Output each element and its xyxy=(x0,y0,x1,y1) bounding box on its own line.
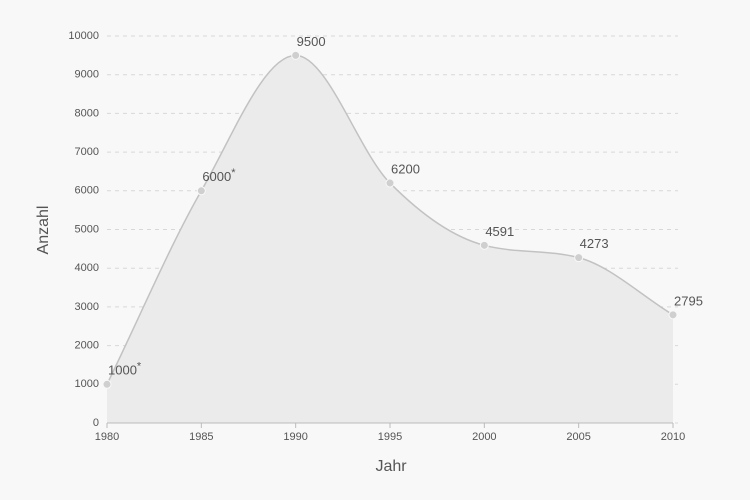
y-tick-label: 8000 xyxy=(75,107,99,119)
data-point xyxy=(385,178,395,188)
x-tick-label: 2010 xyxy=(661,431,685,443)
data-point xyxy=(668,310,678,320)
y-tick-label: 5000 xyxy=(75,223,99,235)
y-tick-label: 4000 xyxy=(75,262,99,274)
x-tick-label: 1990 xyxy=(283,431,307,443)
data-point xyxy=(574,253,584,263)
y-tick-label: 10000 xyxy=(68,30,99,42)
area xyxy=(107,55,673,423)
data-label: 4591 xyxy=(485,224,514,239)
line xyxy=(106,54,674,385)
x-tick-label: 2005 xyxy=(566,431,590,443)
y-tick-label: 7000 xyxy=(75,146,99,158)
y-tick-label: 9000 xyxy=(75,69,99,81)
x-tick-label: 1985 xyxy=(189,431,213,443)
data-label: 6200 xyxy=(391,161,420,176)
x-tick-label: 1995 xyxy=(378,431,402,443)
data-point xyxy=(196,186,206,196)
x-axis-title: Jahr xyxy=(375,458,407,475)
y-tick-label: 2000 xyxy=(75,340,99,352)
data-point xyxy=(479,240,489,250)
x-tick-label: 1980 xyxy=(95,431,119,443)
y-tick-label: 6000 xyxy=(75,185,99,197)
x-tick-label: 2000 xyxy=(472,431,496,443)
data-label: 1000* xyxy=(108,360,142,378)
data-label: 6000* xyxy=(202,167,236,185)
data-point xyxy=(102,379,112,389)
y-axis-title: Anzahl xyxy=(35,206,52,255)
y-tick-label: 0 xyxy=(93,417,99,429)
data-label: 4273 xyxy=(580,236,609,251)
data-point xyxy=(291,50,301,60)
data-label: 9500 xyxy=(297,34,326,49)
y-tick-label: 1000 xyxy=(75,378,99,390)
y-tick-label: 3000 xyxy=(75,301,99,313)
data-label: 2795 xyxy=(674,293,703,308)
